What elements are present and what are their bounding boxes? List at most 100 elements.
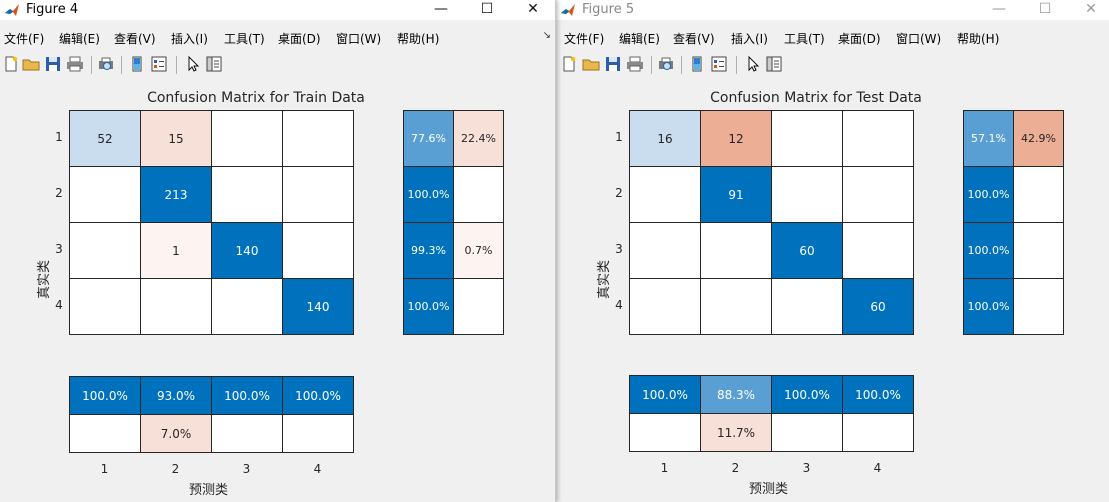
menu-overflow-icon[interactable]: ↘ xyxy=(542,30,551,41)
column-summary-incorrect xyxy=(771,413,843,452)
menu-file[interactable]: 文件(F) xyxy=(4,32,45,46)
matrix-cell xyxy=(211,110,283,167)
menu-edit[interactable]: 编辑(E) xyxy=(619,32,660,46)
menu-tools[interactable]: 工具(T) xyxy=(784,32,825,46)
row-tick-label: 4 xyxy=(615,298,623,312)
maximize-button[interactable]: ☐ xyxy=(480,1,494,17)
print-preview-icon[interactable] xyxy=(657,55,675,73)
row-summary-incorrect xyxy=(1013,166,1064,223)
window-title: Figure 4 xyxy=(26,2,79,17)
title-bar[interactable]: Figure 4 — ☐ ✕ xyxy=(0,0,555,20)
matrix-cell xyxy=(629,222,701,279)
print-icon[interactable] xyxy=(626,55,644,73)
new-file-icon[interactable] xyxy=(2,55,20,73)
print-preview-icon[interactable] xyxy=(97,55,115,73)
legend-icon[interactable] xyxy=(150,55,168,73)
menu-desktop[interactable]: 桌面(D) xyxy=(838,32,881,46)
matrix-cell: 140 xyxy=(282,278,354,335)
menu-view[interactable]: 查看(V) xyxy=(673,32,715,46)
close-button[interactable]: ✕ xyxy=(1085,1,1097,17)
matrix-cell xyxy=(842,166,914,223)
column-summary-incorrect: 11.7% xyxy=(700,413,772,452)
matrix-cell xyxy=(629,278,701,335)
pointer-icon[interactable] xyxy=(743,55,761,73)
menu-view[interactable]: 查看(V) xyxy=(114,32,156,46)
row-summary-correct: 100.0% xyxy=(403,166,454,223)
title-bar[interactable]: Figure 5 — ☐ ✕ xyxy=(556,0,1109,20)
column-summary-correct: 100.0% xyxy=(842,375,914,414)
menu-insert[interactable]: 插入(I) xyxy=(171,32,208,46)
close-button[interactable]: ✕ xyxy=(527,1,539,17)
toolbar-separator xyxy=(651,56,652,74)
matrix-cell xyxy=(140,278,212,335)
minimize-button[interactable]: — xyxy=(992,1,1006,17)
row-tick-label: 2 xyxy=(615,186,623,200)
matrix-cell xyxy=(842,222,914,279)
row-summary-correct: 57.1% xyxy=(963,110,1014,167)
colorbar-icon[interactable] xyxy=(128,55,146,73)
matrix-cell xyxy=(700,222,772,279)
row-summary-correct: 100.0% xyxy=(403,278,454,335)
toolbar-separator xyxy=(176,56,177,74)
row-summary-incorrect xyxy=(1013,222,1064,279)
matrix-cell: 140 xyxy=(211,222,283,279)
matrix-cell xyxy=(700,278,772,335)
menu-window[interactable]: 窗口(W) xyxy=(336,32,382,46)
row-summary-correct: 100.0% xyxy=(963,222,1014,279)
y-axis-label: 真实类 xyxy=(37,259,53,300)
open-folder-icon[interactable] xyxy=(22,55,40,73)
matrix-cell: 16 xyxy=(629,110,701,167)
column-summary-correct: 88.3% xyxy=(700,375,772,414)
print-icon[interactable] xyxy=(66,55,84,73)
matrix-cell: 1 xyxy=(140,222,212,279)
save-icon[interactable] xyxy=(604,55,622,73)
legend-icon[interactable] xyxy=(710,55,728,73)
open-folder-icon[interactable] xyxy=(582,55,600,73)
window-title: Figure 5 xyxy=(582,2,635,17)
column-summary-incorrect xyxy=(282,414,354,453)
column-tick-label: 3 xyxy=(242,462,251,476)
matrix-cell: 52 xyxy=(69,110,141,167)
pointer-icon[interactable] xyxy=(183,55,201,73)
y-axis-label: 真实类 xyxy=(597,259,613,300)
row-summary-correct: 100.0% xyxy=(963,278,1014,335)
menu-window[interactable]: 窗口(W) xyxy=(896,32,942,46)
new-file-icon[interactable] xyxy=(560,55,578,73)
matrix-cell xyxy=(282,166,354,223)
column-summary-incorrect xyxy=(842,413,914,452)
matrix-cell xyxy=(211,278,283,335)
menu-help[interactable]: 帮助(H) xyxy=(397,32,440,46)
x-axis-label: 预测类 xyxy=(189,483,229,498)
matrix-cell xyxy=(211,166,283,223)
property-inspector-icon[interactable] xyxy=(765,55,783,73)
toolbar-separator xyxy=(681,56,682,74)
matrix-cell xyxy=(69,166,141,223)
colorbar-icon[interactable] xyxy=(688,55,706,73)
matrix-cell: 91 xyxy=(700,166,772,223)
menu-insert[interactable]: 插入(I) xyxy=(731,32,768,46)
column-tick-label: 2 xyxy=(171,462,180,476)
matrix-cell xyxy=(842,110,914,167)
toolbar-separator xyxy=(121,56,122,74)
property-inspector-icon[interactable] xyxy=(205,55,223,73)
column-summary-incorrect: 7.0% xyxy=(140,414,212,453)
matrix-cell: 12 xyxy=(700,110,772,167)
menu-edit[interactable]: 编辑(E) xyxy=(59,32,100,46)
row-tick-label: 1 xyxy=(615,130,623,144)
maximize-button[interactable]: ☐ xyxy=(1038,1,1052,17)
column-summary-correct: 100.0% xyxy=(771,375,843,414)
matrix-cell: 213 xyxy=(140,166,212,223)
chart-title: Confusion Matrix for Train Data xyxy=(147,90,365,106)
menu-bar: 文件(F) 编辑(E) 查看(V) 插入(I) 工具(T) 桌面(D) 窗口(W… xyxy=(556,28,1109,48)
row-tick-label: 1 xyxy=(55,130,63,144)
menu-desktop[interactable]: 桌面(D) xyxy=(278,32,321,46)
save-icon[interactable] xyxy=(44,55,62,73)
minimize-button[interactable]: — xyxy=(434,1,448,17)
figure-window: Figure 5 — ☐ ✕ 文件(F) 编辑(E) 查看(V) 插入(I) 工… xyxy=(556,0,1109,502)
row-summary-incorrect xyxy=(453,278,504,335)
menu-file[interactable]: 文件(F) xyxy=(564,32,605,46)
column-summary-correct: 100.0% xyxy=(211,376,283,415)
toolbar-separator xyxy=(736,56,737,74)
menu-tools[interactable]: 工具(T) xyxy=(224,32,265,46)
menu-help[interactable]: 帮助(H) xyxy=(957,32,1000,46)
